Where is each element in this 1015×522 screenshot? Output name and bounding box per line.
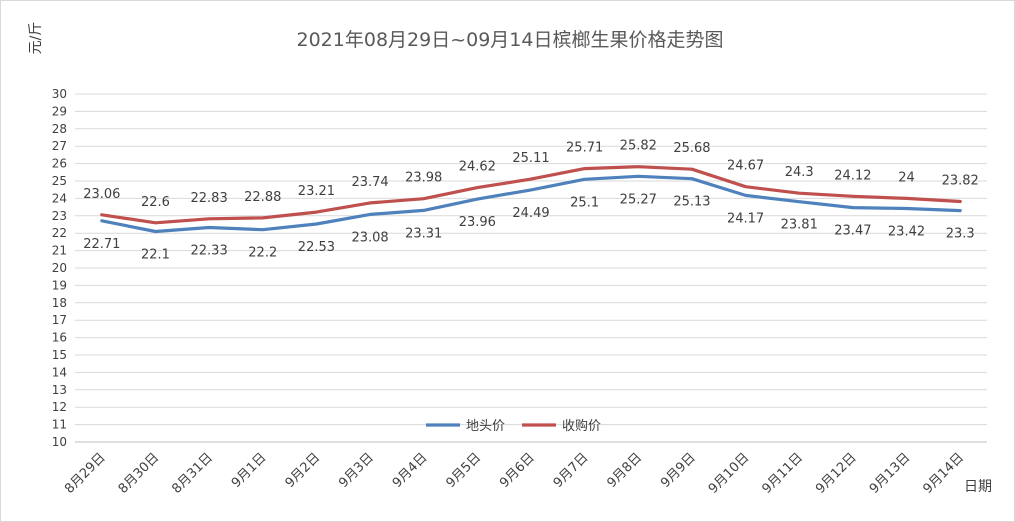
x-tick-labels: 8月29日 8月30日 8月31日 9月1日 9月2日 9月3日 9月4日 9月5日 9月6日 9… — [62, 450, 967, 497]
x-tick-label: 8月31日 — [169, 450, 216, 497]
data-label: 23.42 — [888, 224, 925, 239]
data-label: 24.3 — [785, 165, 814, 180]
data-label: 24.49 — [512, 206, 549, 221]
y-tick-label: 18 — [52, 296, 67, 310]
legend-label: 收购价 — [562, 418, 601, 434]
data-label: 22.2 — [248, 246, 277, 261]
y-tick-label: 28 — [52, 122, 67, 136]
x-axis-label: 日期 — [964, 479, 992, 495]
y-tick-label: 10 — [52, 435, 67, 449]
x-tick-label: 8月29日 — [62, 450, 109, 497]
data-label: 23.31 — [405, 226, 442, 241]
x-tick-label: 9月10日 — [706, 450, 753, 497]
data-label: 22.1 — [141, 247, 170, 262]
data-label: 22.53 — [298, 240, 335, 255]
data-label: 22.83 — [191, 191, 228, 206]
data-label: 25.27 — [620, 192, 657, 207]
x-tick-label: 9月14日 — [920, 450, 967, 497]
data-label: 23.21 — [298, 184, 335, 199]
x-tick-label: 9月9日 — [658, 450, 699, 491]
y-tick-label: 30 — [52, 87, 67, 101]
y-tick-label: 19 — [52, 278, 67, 292]
x-tick-label: 9月3日 — [336, 450, 377, 491]
legend-label: 地头价 — [466, 419, 505, 434]
x-tick-label: 9月12日 — [813, 450, 860, 497]
data-label: 25.11 — [512, 151, 549, 166]
legend: 地头价 收购价 — [426, 418, 601, 434]
y-tick-label: 17 — [52, 313, 67, 327]
x-tick-label: 8月30日 — [116, 450, 163, 497]
data-label: 22.33 — [191, 243, 228, 258]
y-tick-label: 13 — [52, 383, 67, 397]
data-label: 24.12 — [834, 168, 871, 183]
data-label: 24.62 — [459, 160, 496, 175]
data-label: 25.13 — [673, 195, 710, 210]
y-tick-labels: 10 11 12 13 14 15 16 17 18 19 20 21 22 23 24 25 26 27 28 29… — [52, 87, 67, 449]
data-labels: 22.71 22.1 22.33 22.2 22.53 23.08 23.31 23.96 24… — [83, 139, 979, 263]
data-label: 23.96 — [459, 215, 496, 230]
series-line-收购价 — [100, 165, 962, 225]
y-tick-label: 25 — [52, 174, 67, 188]
data-label: 25.68 — [673, 141, 710, 156]
data-label: 23.08 — [351, 230, 388, 245]
y-tick-label: 20 — [52, 261, 67, 275]
y-tick-label: 24 — [52, 191, 67, 205]
y-tick-label: 23 — [52, 209, 67, 223]
data-label: 25.82 — [620, 139, 657, 154]
x-tick-label: 9月7日 — [551, 450, 592, 491]
data-label: 25.71 — [566, 141, 603, 156]
data-label: 23.3 — [946, 227, 975, 242]
x-tick-label: 9月5日 — [443, 450, 484, 491]
x-tick-label: 9月4日 — [390, 450, 431, 491]
data-label: 24.17 — [727, 211, 764, 226]
data-label: 22.6 — [141, 195, 170, 210]
chart-title: 2021年08月29日~09月14日槟榔生果价格走势图 — [297, 29, 724, 51]
y-tick-label: 26 — [52, 157, 67, 171]
y-tick-label: 15 — [52, 348, 67, 362]
data-label: 23.06 — [83, 187, 120, 202]
data-label: 23.82 — [942, 174, 979, 189]
data-label: 23.81 — [781, 218, 818, 233]
y-tick-label: 21 — [52, 244, 67, 258]
data-label: 23.47 — [834, 224, 871, 239]
data-label: 24 — [898, 170, 915, 185]
grid-lines — [75, 93, 987, 443]
y-tick-label: 22 — [52, 226, 67, 240]
x-tick-label: 9月8日 — [604, 450, 645, 491]
y-tick-label: 12 — [52, 400, 67, 414]
data-label: 23.98 — [405, 171, 442, 186]
data-label: 23.74 — [351, 175, 388, 190]
data-label: 22.88 — [244, 190, 281, 205]
data-label: 24.67 — [727, 159, 764, 174]
series-lines — [100, 165, 962, 234]
x-tick-label: 9月2日 — [283, 450, 324, 491]
x-tick-label: 9月13日 — [867, 450, 914, 497]
y-tick-label: 29 — [52, 104, 67, 118]
y-tick-label: 27 — [52, 139, 67, 153]
x-tick-label: 9月11日 — [760, 450, 807, 497]
data-label: 22.71 — [83, 237, 120, 252]
data-label: 25.1 — [570, 195, 599, 210]
x-tick-label: 9月6日 — [497, 450, 538, 491]
y-axis-label: 元/斤 — [28, 22, 44, 55]
y-tick-label: 11 — [52, 418, 67, 432]
y-tick-label: 14 — [52, 365, 67, 379]
x-tick-label: 9月1日 — [229, 450, 270, 491]
y-tick-label: 16 — [52, 331, 67, 345]
series-line-地头价 — [100, 174, 962, 234]
